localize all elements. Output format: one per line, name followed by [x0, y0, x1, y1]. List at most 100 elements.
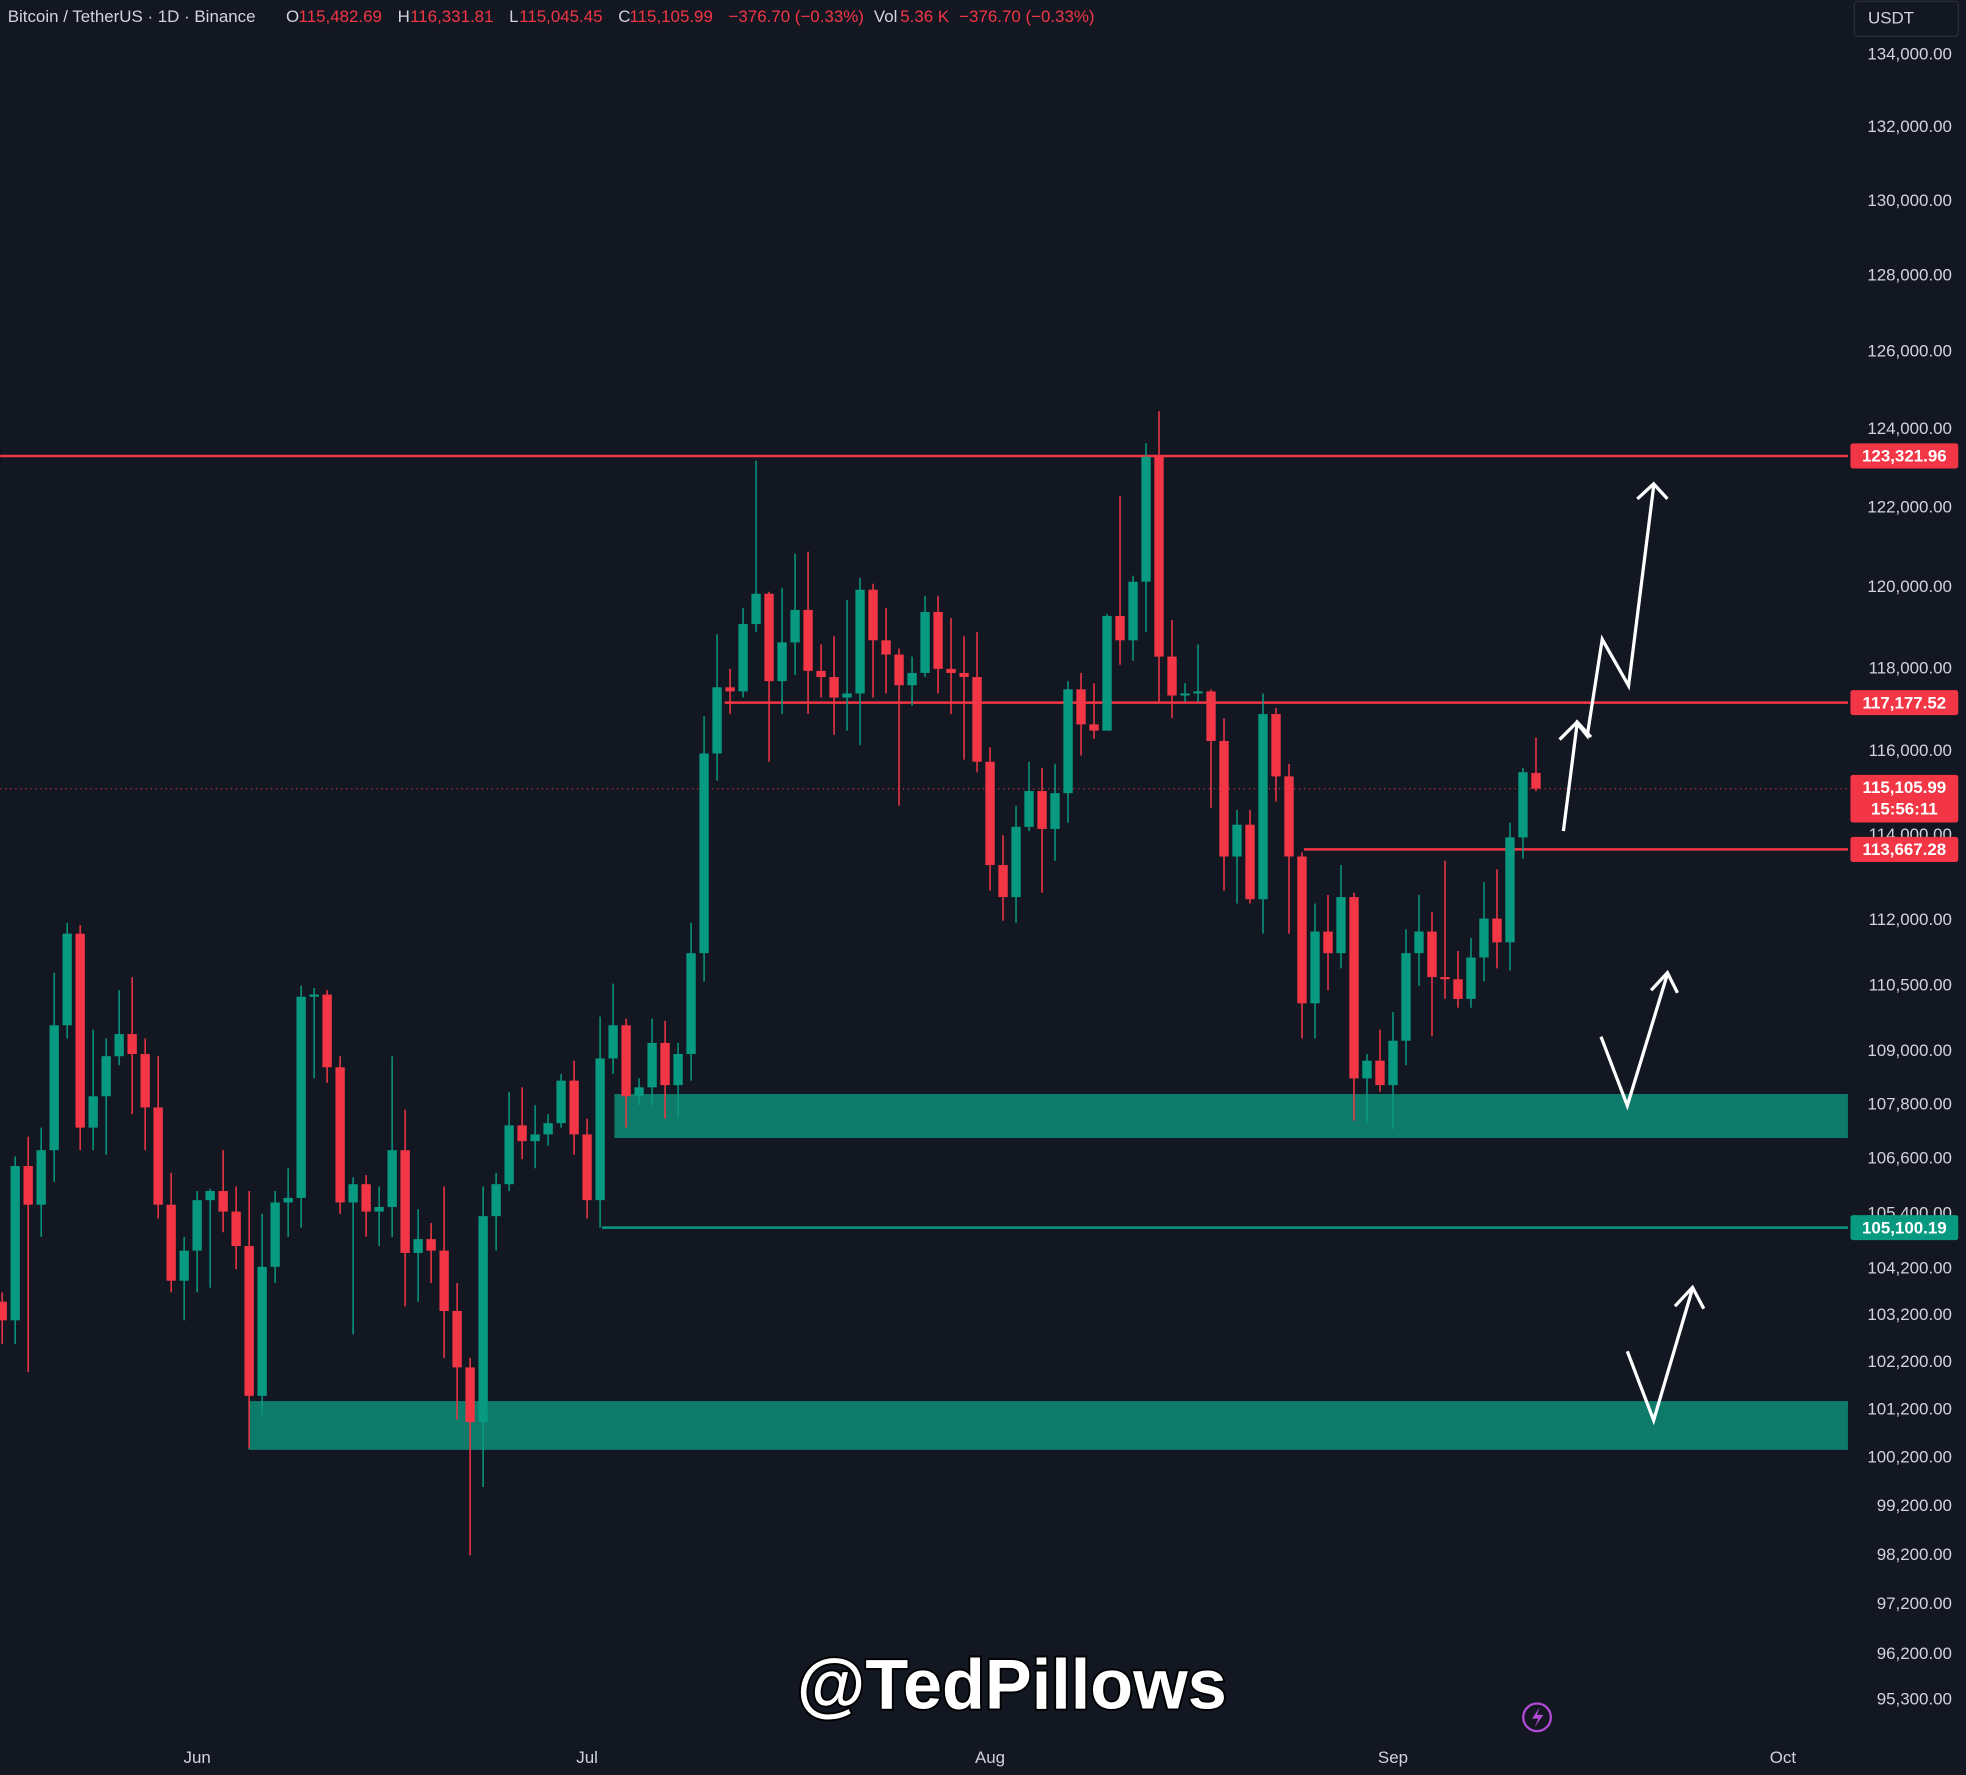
candle-body — [530, 1134, 540, 1142]
last-price-label: 115,105.99 — [1863, 778, 1947, 797]
candle-body — [1258, 714, 1268, 900]
candle-body — [1440, 977, 1450, 980]
candle-body — [517, 1125, 527, 1142]
candle-body — [23, 1166, 33, 1205]
arrow-path — [1625, 1288, 1695, 1426]
y-tick-label: 118,000.00 — [1869, 658, 1952, 677]
candle-body — [374, 1207, 384, 1212]
y-tick-label: 122,000.00 — [1867, 497, 1952, 516]
candle-body — [1167, 656, 1177, 696]
candle-body — [1089, 724, 1099, 731]
candle-body — [478, 1216, 488, 1423]
icon-bolt[interactable] — [1532, 1707, 1544, 1728]
level-tag-label: 105,100.19 — [1862, 1218, 1947, 1237]
candle-body — [88, 1096, 98, 1128]
candles — [0, 411, 1541, 1556]
currency[interactable]: USDT — [1868, 8, 1914, 27]
candle-body — [1362, 1060, 1372, 1079]
candle-body — [1193, 691, 1203, 694]
x-tick-label: Jul — [576, 1748, 598, 1767]
candle-body — [1024, 791, 1034, 827]
support-zone — [614, 1094, 1848, 1138]
candle-body — [257, 1266, 267, 1396]
y-tick-label: 98,200.00 — [1877, 1545, 1952, 1564]
y-tick-label: 120,000.00 — [1867, 577, 1952, 596]
change: −376.70 (−0.33%) — [729, 7, 864, 26]
arrow-head — [1649, 969, 1679, 994]
zones — [248, 1094, 1848, 1450]
y-tick-label: 112,000.00 — [1869, 910, 1952, 929]
candle-body — [829, 677, 839, 698]
candle-body — [1076, 689, 1086, 725]
candle-body — [244, 1246, 254, 1396]
y-tick-label: 97,200.00 — [1877, 1594, 1952, 1613]
level-tag-label: 113,667.28 — [1863, 840, 1947, 859]
field-key: C — [618, 7, 630, 26]
volume-value: 5.36 K — [900, 7, 950, 26]
candle-body — [543, 1123, 553, 1135]
candle-body — [1349, 897, 1359, 1079]
replay-icon[interactable] — [1522, 1702, 1552, 1733]
candle-body — [1531, 772, 1541, 789]
countdown: 15:56:11 — [1871, 799, 1938, 818]
candle-body — [1063, 689, 1073, 794]
support-zone — [248, 1401, 1848, 1450]
candle-body — [1219, 740, 1229, 857]
candle-body — [920, 611, 930, 673]
x-tick-label: Jun — [184, 1748, 211, 1767]
candle-body — [153, 1107, 163, 1205]
candle-body — [608, 1025, 618, 1059]
candle-body — [998, 865, 1008, 898]
y-tick-label: 101,200.00 — [1867, 1400, 1952, 1419]
candle-body — [1466, 957, 1476, 999]
candle-body — [621, 1025, 631, 1097]
y-tick-label: 132,000.00 — [1867, 117, 1952, 136]
level-tag-label: 123,321.96 — [1862, 447, 1947, 466]
candle-body — [218, 1191, 228, 1212]
icon-circle[interactable] — [1522, 1702, 1552, 1733]
candle-body — [699, 753, 709, 954]
currency-box[interactable] — [1853, 0, 1959, 37]
candle-body — [1388, 1040, 1398, 1086]
candle-body — [1011, 826, 1021, 898]
y-tick-label: 102,200.00 — [1867, 1352, 1952, 1371]
y-tick-label: 104,200.00 — [1867, 1259, 1952, 1278]
candle-body — [270, 1202, 280, 1267]
y-tick-label: 116,000.00 — [1869, 741, 1952, 760]
candle-body — [361, 1184, 371, 1212]
candle-body — [816, 670, 826, 678]
level-tag — [1850, 836, 1959, 862]
x-tick-label: Sep — [1378, 1748, 1408, 1767]
candle-body — [322, 994, 332, 1068]
header: Bitcoin / TetherUS · 1D · Binance O 115,4… — [8, 7, 1095, 26]
arrow-head — [1673, 1284, 1706, 1310]
candle-body — [556, 1080, 566, 1124]
level-tag-label: 117,177.52 — [1863, 693, 1947, 712]
candle-body — [192, 1200, 202, 1251]
volume-change: −376.70 (−0.33%) — [959, 7, 1094, 26]
candle-body — [49, 1025, 59, 1151]
candle-body — [686, 953, 696, 1054]
candle-body — [1505, 837, 1515, 943]
price-tags: 123,321.96 117,177.52 113,667.28 105,100.19… — [1850, 443, 1959, 1241]
arrow-path — [1599, 973, 1669, 1111]
time-axis: Jun Jul Aug Sep Oct — [184, 1748, 1797, 1767]
y-tick-label: 107,800.00 — [1867, 1095, 1952, 1114]
y-tick-label: 99,200.00 — [1877, 1496, 1952, 1515]
candle-body — [1427, 931, 1437, 978]
field-value: 116,331.81 — [410, 7, 493, 26]
candle-body — [1037, 791, 1047, 829]
candle-body — [1518, 772, 1528, 838]
currency-button[interactable]: USDT — [1853, 0, 1959, 37]
field-value: 115,105.99 — [630, 7, 713, 26]
y-tick-label: 126,000.00 — [1867, 342, 1952, 361]
candle-body — [1284, 776, 1294, 857]
level-tag — [1850, 443, 1959, 469]
candle-body — [1050, 793, 1060, 829]
candle-body — [1102, 615, 1112, 731]
candle-body — [413, 1239, 423, 1253]
candle-body — [1154, 456, 1164, 657]
candle-body — [725, 687, 735, 692]
candle-body — [595, 1058, 605, 1201]
